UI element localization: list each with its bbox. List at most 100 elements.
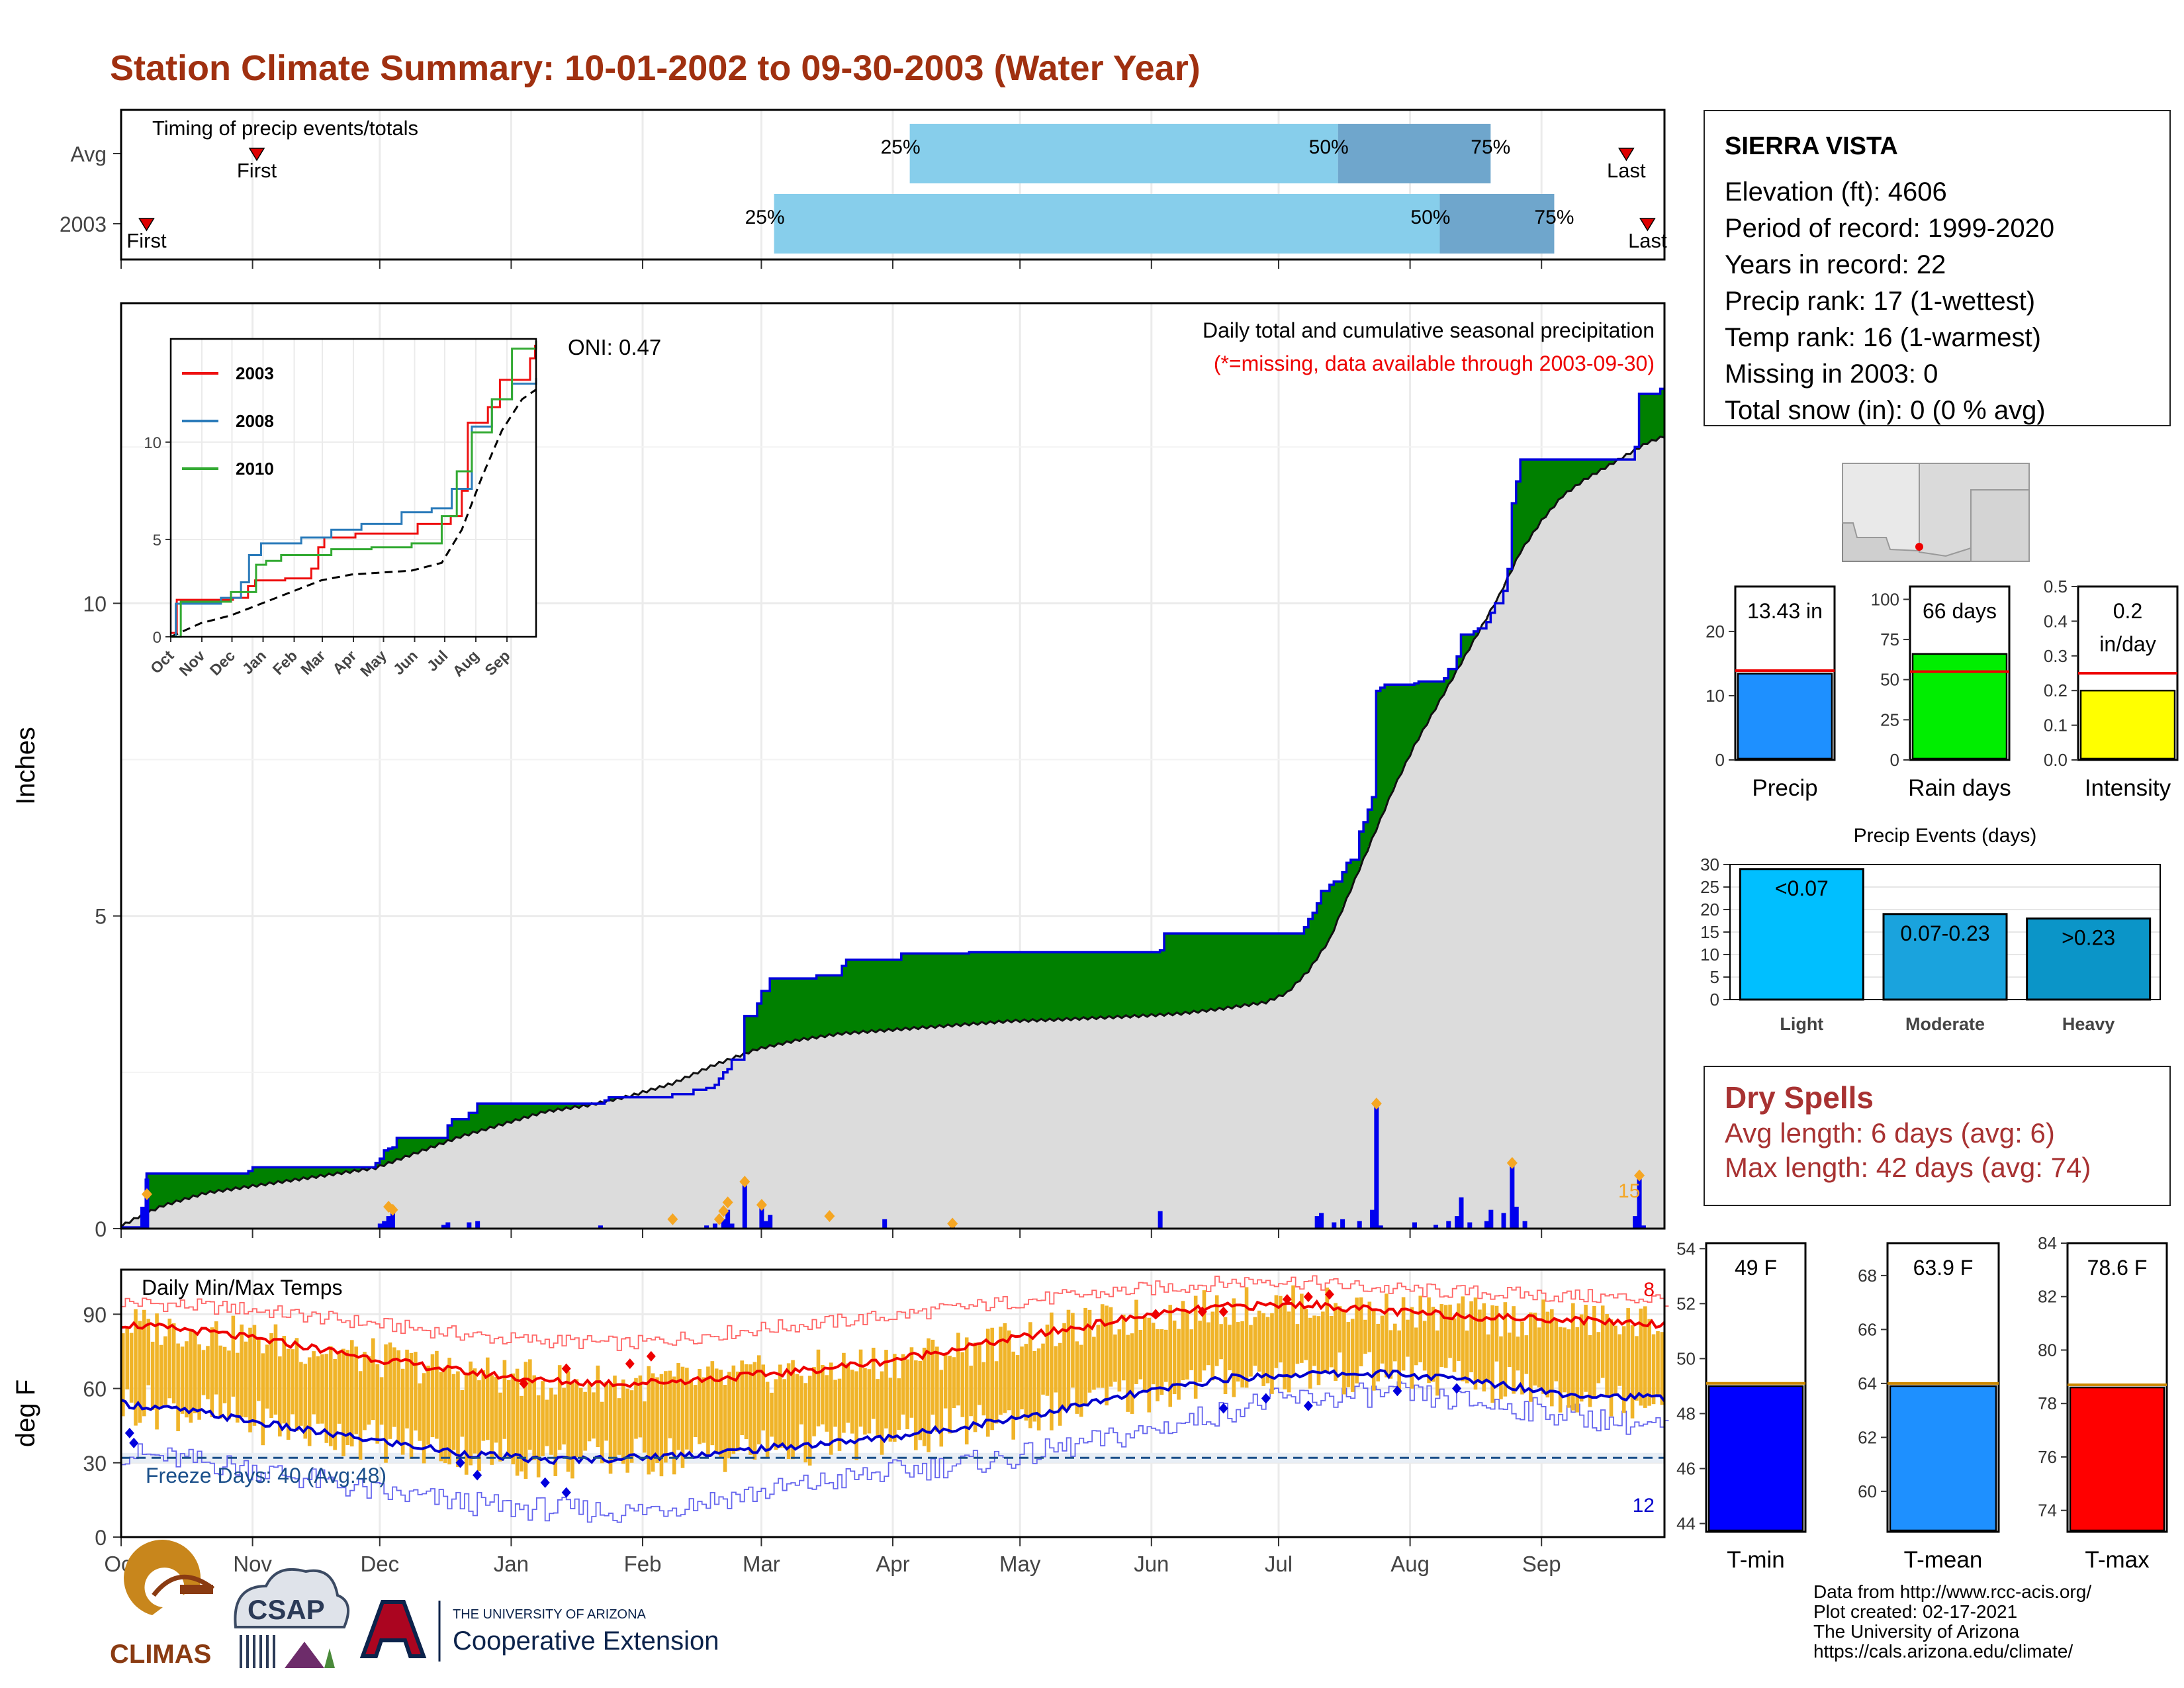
inset-legend-label: 2010: [236, 459, 274, 479]
precip-surplus-band: [999, 952, 1004, 1023]
precip-surplus-band: [829, 975, 834, 1037]
precip-event-diamond: [141, 1188, 152, 1201]
precip-surplus-band: [392, 1147, 398, 1162]
temps-daily-range-bar: [349, 1340, 354, 1447]
temps-daily-range-bar: [1138, 1330, 1143, 1380]
temps-daily-range-bar: [1228, 1325, 1232, 1371]
temps-daily-range-bar: [952, 1357, 956, 1409]
precip-surplus-band: [520, 1103, 525, 1120]
precip-surplus-band: [1007, 952, 1012, 1023]
precip-daily-bar: [1314, 1216, 1320, 1229]
station-period: Period of record: 1999-2020: [1725, 214, 2055, 243]
events-frame: [1729, 864, 2161, 1000]
credit-plot-date: Plot created: 02-17-2021: [1813, 1601, 2018, 1622]
precip-surplus-band: [541, 1103, 546, 1114]
temps-record-low-dot: [1392, 1385, 1402, 1397]
temps-daily-range-bar: [451, 1374, 456, 1450]
temps-hot-count: 8: [1643, 1279, 1655, 1301]
temps-daily-range-bar: [155, 1313, 159, 1430]
precip-surplus-band: [807, 978, 813, 1040]
temps-daily-range-bar: [1185, 1310, 1189, 1380]
temps-daily-range-bar: [1443, 1305, 1448, 1368]
precip-surplus-band: [1443, 678, 1449, 691]
precip-gauges: 0 10 20 13.43 in Precip 0 25 50 75 100 66 days Rain…: [1706, 577, 2179, 801]
temps-daily-range-bar: [1524, 1335, 1529, 1374]
ua-logo-mark: [359, 1600, 427, 1658]
timing-bar-25-50: [774, 194, 1440, 254]
temps-daily-range-bar: [1134, 1299, 1138, 1384]
precip-surplus-band: [1058, 952, 1063, 1021]
precip-surplus-band: [1457, 656, 1462, 669]
inset-series-line: [171, 340, 537, 638]
temps-daily-range-bar: [1371, 1310, 1376, 1391]
temps-daily-range-bar: [1571, 1303, 1575, 1411]
precip-surplus-band: [1520, 459, 1525, 551]
temps-daily-range-bar: [1079, 1344, 1083, 1417]
temps-daily-range-bar: [854, 1371, 858, 1460]
temps-daily-range-bar: [927, 1338, 931, 1452]
temps-daily-range-bar: [1279, 1295, 1283, 1363]
temps-daily-range-bar: [1050, 1312, 1054, 1430]
temps-daily-range-bar: [180, 1346, 185, 1414]
precip-surplus-band: [1062, 952, 1068, 1021]
precip-surplus-band: [341, 1167, 347, 1174]
temps-daily-range-bar: [507, 1380, 511, 1457]
temps-daily-range-bar: [1024, 1344, 1028, 1421]
temp-gauge-2-ytick-label: 76: [2038, 1447, 2057, 1467]
temps-daily-range-bar: [914, 1360, 918, 1450]
precip-surplus-band: [1334, 881, 1339, 926]
temps-daily-range-bar: [409, 1352, 414, 1459]
precip-daily-bar: [441, 1225, 446, 1229]
precip-surplus-band: [498, 1103, 504, 1127]
temps-daily-range-bar: [295, 1338, 299, 1431]
precip-surplus-band: [515, 1103, 520, 1121]
events-category-label: Heavy: [2062, 1014, 2115, 1034]
precip-surplus-band: [1584, 459, 1589, 481]
temps-daily-range-bar: [617, 1398, 621, 1455]
temps-daily-range-bar: [888, 1378, 893, 1442]
precip-surplus-band: [1461, 634, 1466, 661]
precip-surplus-band: [1045, 952, 1050, 1021]
precip-surplus-band: [1232, 933, 1237, 1009]
temps-daily-range-bar: [150, 1341, 155, 1411]
station-snow: Total snow (in): 0 (0 % avg): [1725, 396, 2046, 425]
precip-daily-bar: [1467, 1222, 1473, 1229]
precip-surplus-band: [1164, 933, 1169, 1016]
precip-surplus-band: [1134, 952, 1140, 1017]
temps-daily-range-bar: [210, 1327, 214, 1417]
precip-surplus-band: [770, 978, 775, 1047]
temps-record-low-dot: [124, 1427, 134, 1438]
precip-surplus-band: [752, 1015, 758, 1051]
precip-surplus-band: [931, 953, 936, 1029]
temp-gauge-2-value-bar: [2069, 1386, 2165, 1532]
precip-surplus-band: [167, 1173, 173, 1205]
temp-gauge-0-tag: 49 F: [1735, 1256, 1777, 1280]
precip-event-diamond: [722, 1196, 733, 1209]
precip-count-label: 15: [1618, 1180, 1640, 1202]
precip-surplus-band: [222, 1173, 228, 1192]
precip-surplus-band: [1083, 952, 1089, 1020]
precip-surplus-band: [1066, 952, 1071, 1021]
temps-daily-range-bar: [528, 1359, 532, 1450]
climas-logo-mark: [124, 1539, 201, 1615]
temps-daily-range-bar: [1516, 1336, 1520, 1371]
precip-surplus-band: [1147, 952, 1152, 1017]
temps-daily-range-bar: [990, 1327, 994, 1430]
temps-daily-range-bar: [1626, 1308, 1630, 1399]
temps-daily-range-bar: [435, 1350, 439, 1439]
precip-daily-bar: [882, 1219, 887, 1229]
temps-daily-range-bar: [978, 1344, 981, 1405]
precip-surplus-band: [507, 1103, 512, 1124]
temps-daily-range-bar: [1321, 1311, 1325, 1372]
precip-surplus-band: [1228, 933, 1233, 1009]
temps-record-low-dot: [129, 1437, 139, 1448]
temps-record-low-dot: [561, 1487, 571, 1498]
precip-surplus-band: [333, 1167, 338, 1176]
temps-daily-range-bar: [494, 1377, 498, 1443]
temps-daily-range-bar: [1367, 1301, 1372, 1352]
temps-daily-range-bar: [384, 1344, 388, 1463]
temps-daily-range-bar: [1376, 1323, 1380, 1382]
precip-surplus-band: [193, 1173, 198, 1197]
temp-gauge-1-ytick-label: 64: [1858, 1374, 1877, 1393]
precip-surplus-band: [1126, 952, 1131, 1018]
